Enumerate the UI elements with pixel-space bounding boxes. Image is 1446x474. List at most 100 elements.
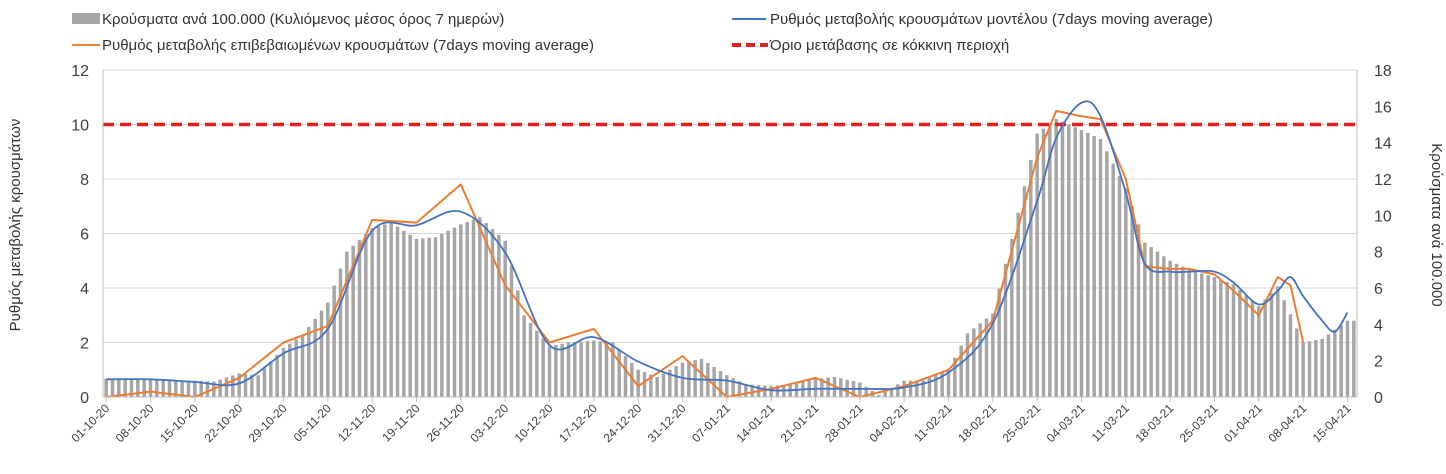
bar: [921, 380, 925, 397]
x-tick-label: 07-01-21: [689, 401, 733, 445]
bar: [889, 387, 894, 397]
bar: [351, 245, 355, 397]
bar: [896, 384, 900, 397]
bar: [1326, 334, 1331, 397]
y-left-tick-label: 0: [80, 390, 89, 407]
model-rate-line: [106, 100, 1349, 392]
bar: [1257, 306, 1261, 397]
bar: [218, 379, 222, 397]
bar: [680, 362, 685, 397]
bar: [383, 224, 387, 397]
bar: [237, 373, 241, 397]
x-tick-label: 11-03-21: [1089, 401, 1132, 444]
bar: [642, 372, 647, 397]
bar: [1200, 273, 1204, 397]
bar: [763, 385, 767, 397]
bar: [560, 343, 564, 397]
bar: [478, 217, 482, 397]
x-tick-label: 01-10-20: [68, 401, 112, 445]
bar: [611, 342, 615, 397]
bar: [1035, 133, 1039, 398]
bar: [1339, 325, 1343, 397]
x-tick-label: 25-02-21: [999, 401, 1043, 445]
x-tick-label: 12-11-20: [335, 401, 378, 444]
bar: [649, 374, 653, 397]
bar: [186, 380, 191, 397]
bar: [142, 379, 146, 397]
bar: [326, 302, 330, 397]
x-tick-label: 31-12-20: [645, 401, 689, 445]
bar: [604, 341, 609, 397]
bar: [1307, 341, 1312, 397]
bar: [1054, 119, 1058, 398]
bar: [769, 386, 773, 397]
bar: [452, 227, 457, 397]
bar: [402, 230, 406, 397]
y-right-tick-label: 2: [1374, 354, 1383, 371]
bar: [668, 369, 672, 397]
bar: [1124, 188, 1128, 397]
x-tick-label: 26-11-20: [424, 401, 467, 444]
bar: [1155, 251, 1160, 397]
y-left-tick-label: 10: [71, 118, 89, 135]
bar: [243, 373, 248, 397]
bar: [421, 238, 425, 397]
bar: [940, 372, 944, 397]
bar: [446, 230, 450, 397]
bar: [1073, 127, 1077, 397]
bar: [908, 380, 913, 397]
bar: [414, 238, 419, 397]
bar: [148, 379, 153, 397]
bar: [712, 367, 716, 397]
bar: [1067, 124, 1071, 397]
bar: [1117, 175, 1122, 397]
x-tick-label: 15-10-20: [157, 401, 201, 445]
bar: [1111, 163, 1115, 397]
bar: [427, 237, 431, 397]
y-right-tick-label: 8: [1374, 245, 1383, 262]
bar: [718, 371, 723, 397]
bar: [1136, 224, 1141, 397]
x-tick-label: 14-01-21: [733, 401, 777, 445]
bar: [592, 340, 596, 397]
bar: [357, 239, 362, 397]
x-tick-label: 29-10-20: [246, 401, 290, 445]
y-right-tick-label: 0: [1374, 390, 1383, 407]
bar: [174, 380, 178, 397]
bar: [300, 335, 305, 397]
bar: [199, 380, 203, 397]
bar: [826, 377, 830, 397]
y-left-tick-label: 12: [71, 63, 89, 80]
bar: [1022, 186, 1027, 397]
bar: [433, 237, 438, 397]
bar: [1333, 329, 1337, 397]
bar: [370, 228, 374, 397]
bar: [389, 222, 393, 397]
bar: [1168, 260, 1172, 397]
bar: [522, 315, 526, 397]
bar: [725, 375, 729, 397]
bar: [617, 349, 621, 397]
bar: [1345, 320, 1350, 397]
bar: [972, 328, 976, 397]
bar: [554, 344, 558, 397]
bar: [471, 219, 476, 397]
bar: [193, 380, 197, 397]
bar: [516, 290, 520, 397]
x-tick-label: 04-03-21: [1044, 401, 1088, 445]
legend-confirmed-label: Ρυθμός μεταβολής επιβεβαιωμένων κρουσμάτ…: [102, 37, 594, 54]
bar: [750, 384, 754, 397]
bar: [915, 380, 919, 397]
y-left-tick-label: 8: [80, 172, 89, 189]
bar: [129, 379, 134, 397]
bar: [902, 380, 906, 397]
bar: [1162, 256, 1166, 397]
x-tick-label: 05-11-20: [291, 401, 334, 444]
bar: [307, 327, 311, 397]
bar: [338, 268, 343, 397]
bar: [598, 341, 602, 397]
bar: [117, 379, 121, 397]
bar: [1086, 132, 1090, 397]
bar: [503, 240, 507, 397]
